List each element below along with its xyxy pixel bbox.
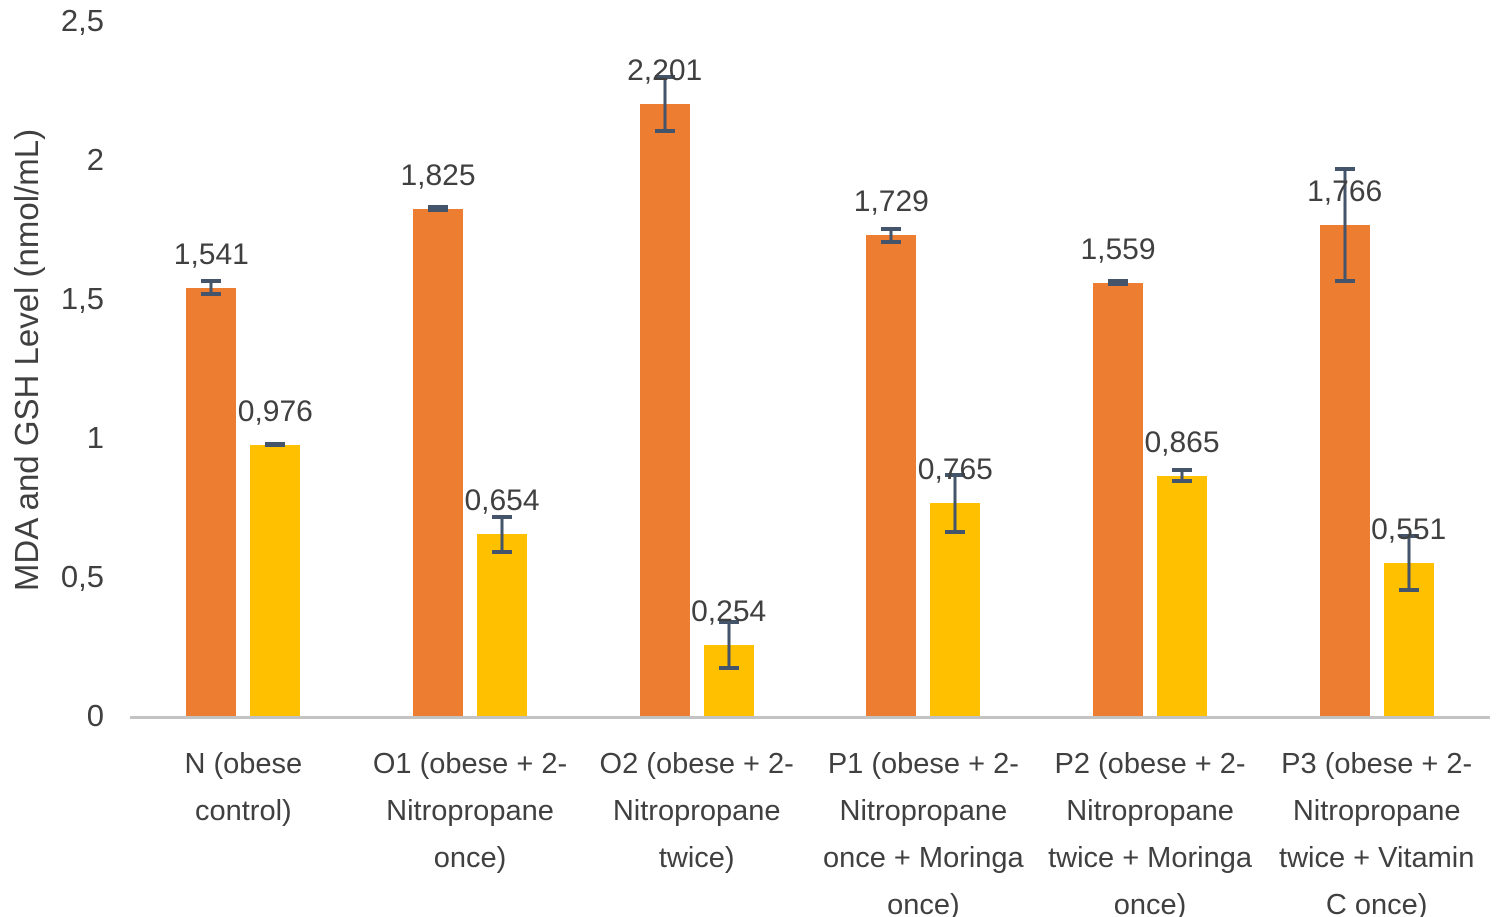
bar-gsh bbox=[930, 503, 981, 716]
error-bar-cap-top bbox=[1334, 166, 1355, 171]
error-bar bbox=[718, 620, 739, 671]
bar-mda bbox=[639, 104, 690, 716]
data-label: 0,865 bbox=[1144, 425, 1220, 459]
data-label: 1,729 bbox=[853, 185, 929, 219]
error-bar-cap-bottom bbox=[945, 529, 966, 534]
error-bar-cap-top bbox=[1398, 533, 1419, 538]
x-category-label: O1 (obese + 2-Nitropropane once) bbox=[372, 748, 568, 874]
bar-gsh bbox=[250, 444, 301, 716]
plot-area: 1,541 0,976 1,825 0,654 2,201 0,254 1,729 0,765… bbox=[130, 0, 1490, 719]
error-bar-cap-bottom bbox=[265, 443, 286, 448]
bar-gsh bbox=[1157, 475, 1207, 716]
error-bar bbox=[428, 205, 448, 212]
bar-mda bbox=[1093, 282, 1143, 716]
error-bar bbox=[265, 441, 286, 448]
error-bar-line bbox=[1180, 467, 1184, 484]
data-label: 1,541 bbox=[173, 237, 249, 271]
error-bar-line bbox=[663, 74, 667, 134]
x-axis-category-labels: N (obese control) O1 (obese + 2-Nitroprop… bbox=[130, 741, 1490, 917]
error-bar-cap-top bbox=[428, 205, 448, 210]
error-bar-line bbox=[1407, 533, 1411, 593]
error-bar-cap-bottom bbox=[1108, 281, 1128, 286]
x-category-label: P3 (obese + 2-Nitropropane twice + Vitam… bbox=[1279, 748, 1475, 917]
error-bar-line bbox=[889, 227, 893, 244]
y-tick-label: 2,5 bbox=[60, 3, 104, 38]
x-category-label: O2 (obese + 2-Nitropropane twice) bbox=[599, 748, 794, 874]
error-bar-cap-bottom bbox=[1334, 279, 1355, 284]
error-bar-cap-bottom bbox=[718, 666, 739, 671]
bar-gsh bbox=[477, 534, 527, 716]
x-category-label: P2 (obese + 2-Nitropropane twice + Morin… bbox=[1048, 748, 1252, 917]
error-bar-cap-top bbox=[718, 620, 739, 625]
y-tick-label: 1,5 bbox=[60, 281, 104, 316]
data-label: 0,765 bbox=[917, 453, 993, 487]
error-bar-cap-top bbox=[201, 279, 222, 284]
error-bar bbox=[492, 514, 512, 554]
error-bar bbox=[1108, 279, 1128, 286]
y-tick-label: 0,5 bbox=[60, 559, 104, 594]
y-tick-label: 2 bbox=[86, 142, 104, 177]
data-label: 2,201 bbox=[627, 54, 703, 88]
data-label: 0,654 bbox=[464, 484, 540, 518]
error-bar-line bbox=[727, 620, 731, 671]
y-tick-label: 0 bbox=[86, 698, 104, 733]
bar-mda bbox=[866, 235, 917, 716]
error-bar-cap-top bbox=[945, 472, 966, 477]
error-bar-cap-bottom bbox=[1172, 479, 1192, 484]
error-bar-cap-bottom bbox=[201, 291, 222, 296]
error-bar-cap-top bbox=[492, 514, 512, 519]
bar-mda bbox=[1319, 225, 1370, 716]
bar-mda bbox=[186, 287, 237, 716]
error-bar-cap-top bbox=[1172, 467, 1192, 472]
error-bar-cap-bottom bbox=[654, 129, 675, 134]
y-tick-label: 1 bbox=[86, 420, 104, 455]
error-bar-cap-bottom bbox=[492, 549, 512, 554]
data-label: 0,254 bbox=[691, 595, 767, 629]
error-bar-cap-top bbox=[881, 227, 902, 232]
error-bar bbox=[654, 74, 675, 134]
data-label: 1,559 bbox=[1080, 232, 1156, 266]
y-axis-tick-labels: 0 0,5 1 1,5 2 2,5 bbox=[0, 0, 104, 917]
error-bar-line bbox=[953, 472, 957, 534]
error-bar bbox=[201, 279, 222, 296]
x-category-label: P1 (obese + 2-Nitropropane once + Moring… bbox=[822, 748, 1024, 917]
data-label: 1,825 bbox=[400, 158, 476, 192]
x-category-label: N (obese control) bbox=[184, 748, 303, 827]
error-bar-cap-top bbox=[654, 74, 675, 79]
data-label: 0,976 bbox=[237, 394, 313, 428]
error-bar-cap-top bbox=[1108, 279, 1128, 284]
error-bar-line bbox=[500, 514, 504, 554]
error-bar-line bbox=[209, 279, 213, 296]
data-label: 1,766 bbox=[1307, 175, 1383, 209]
error-bar-cap-bottom bbox=[1398, 588, 1419, 593]
data-label: 0,551 bbox=[1371, 512, 1447, 546]
bar-mda bbox=[413, 208, 463, 716]
error-bar-line bbox=[1343, 166, 1347, 284]
error-bar-cap-bottom bbox=[428, 208, 448, 212]
error-bar bbox=[881, 227, 902, 244]
error-bar bbox=[1172, 467, 1192, 484]
error-bar-cap-bottom bbox=[881, 239, 902, 244]
error-bar bbox=[1398, 533, 1419, 593]
error-bar bbox=[1334, 166, 1355, 284]
error-bar bbox=[945, 472, 966, 534]
